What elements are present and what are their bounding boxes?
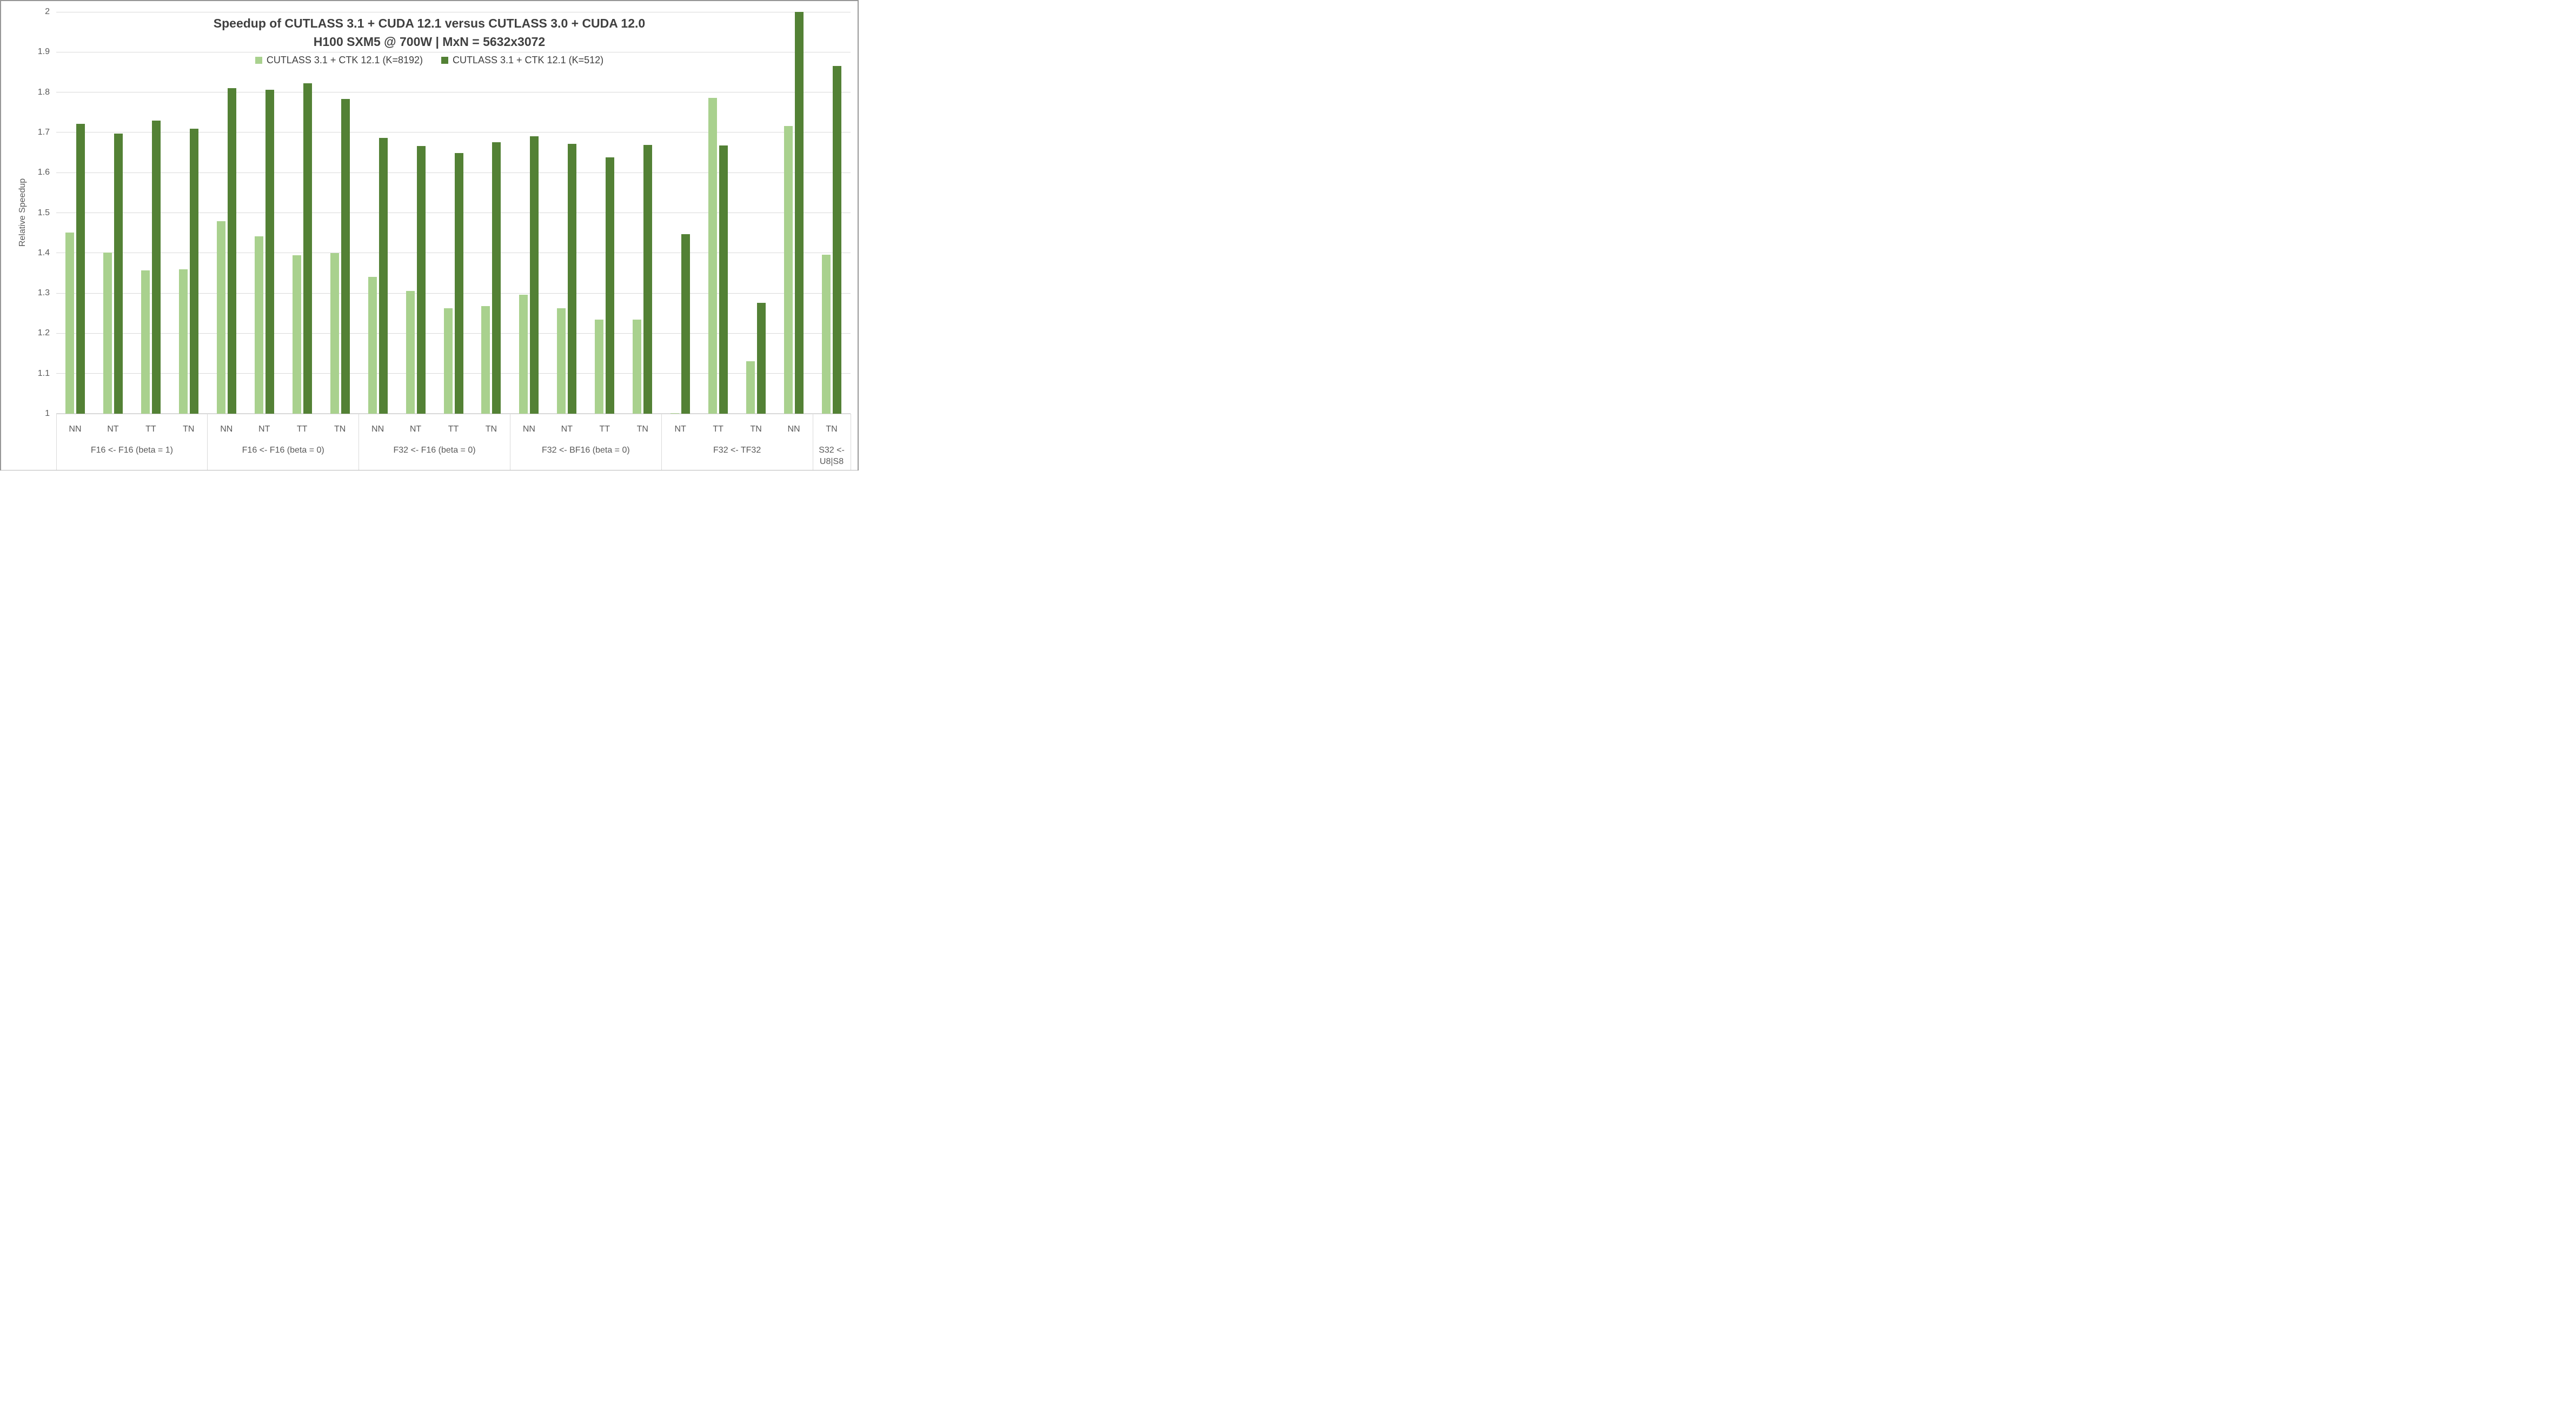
bar-k512 xyxy=(681,234,691,414)
x-tick-label: TT xyxy=(599,425,610,434)
bar-k8192 xyxy=(784,126,793,414)
y-tick-label: 1.8 xyxy=(37,87,50,97)
bar-k8192 xyxy=(254,236,263,414)
bar-k8192 xyxy=(368,277,377,414)
bar-k512 xyxy=(606,157,615,414)
category-separator xyxy=(358,414,360,470)
bar-k8192 xyxy=(595,320,604,414)
y-tick-label: 1.3 xyxy=(37,288,50,298)
chart-title: Speedup of CUTLASS 3.1 + CUDA 12.1 versu… xyxy=(1,14,858,51)
x-tick-label: TT xyxy=(145,425,156,434)
x-axis-line xyxy=(56,413,851,414)
x-tick-label: NT xyxy=(258,425,270,434)
x-tick-label: TN xyxy=(485,425,497,434)
bar-k512 xyxy=(454,153,463,414)
bar-k512 xyxy=(76,124,85,414)
y-tick-label: 1.1 xyxy=(37,368,50,378)
bar-k512 xyxy=(492,142,501,414)
y-tick-label: 1 xyxy=(45,409,50,418)
x-tick-label: TN xyxy=(183,425,195,434)
gridline xyxy=(56,293,851,294)
x-group-label: F32 <- F16 (beta = 0) xyxy=(393,446,476,455)
bar-k512 xyxy=(530,136,539,414)
bar-k8192 xyxy=(141,270,150,414)
bar-k8192 xyxy=(519,295,528,414)
gridline xyxy=(56,333,851,334)
y-tick-label: 1.7 xyxy=(37,127,50,137)
x-group-label: F32 <- TF32 xyxy=(713,446,761,455)
x-tick-label: NT xyxy=(107,425,119,434)
x-tick-label: NN xyxy=(522,425,535,434)
x-group-label: S32 <- U8|S8 xyxy=(819,446,845,466)
bar-k8192 xyxy=(103,253,112,414)
bar-k8192 xyxy=(178,269,188,414)
bar-k512 xyxy=(341,99,350,414)
bar-k8192 xyxy=(292,255,301,414)
bar-k8192 xyxy=(633,320,642,414)
category-separator xyxy=(207,414,208,470)
bar-k8192 xyxy=(670,413,680,414)
bar-k512 xyxy=(189,129,198,414)
bar-k8192 xyxy=(708,98,718,414)
x-tick-label: NT xyxy=(674,425,686,434)
bar-k512 xyxy=(151,121,161,414)
x-tick-label: NN xyxy=(371,425,384,434)
legend-item-k512: CUTLASS 3.1 + CTK 12.1 (K=512) xyxy=(441,55,603,66)
x-tick-label: NN xyxy=(220,425,233,434)
bar-k8192 xyxy=(406,290,415,414)
bar-k8192 xyxy=(746,361,755,414)
x-group-label: F32 <- BF16 (beta = 0) xyxy=(541,446,630,455)
bar-k512 xyxy=(643,144,653,414)
bar-k8192 xyxy=(443,308,453,414)
bar-k8192 xyxy=(216,221,225,414)
x-tick-label: TN xyxy=(826,425,838,434)
x-tick-label: NN xyxy=(69,425,82,434)
bar-k512 xyxy=(795,12,804,414)
bar-k8192 xyxy=(557,308,566,414)
x-tick-label: NT xyxy=(561,425,573,434)
x-group-label: F16 <- F16 (beta = 1) xyxy=(90,446,173,455)
x-tick-label: NN xyxy=(787,425,800,434)
x-tick-label: TN xyxy=(636,425,648,434)
bar-k512 xyxy=(416,146,426,414)
bar-k512 xyxy=(114,134,123,414)
bar-k512 xyxy=(303,83,312,414)
legend: CUTLASS 3.1 + CTK 12.1 (K=8192) CUTLASS 3… xyxy=(1,55,858,66)
y-tick-label: 1.5 xyxy=(37,208,50,217)
bar-k512 xyxy=(265,90,274,414)
y-tick-label: 1.9 xyxy=(37,47,50,57)
x-tick-label: TN xyxy=(750,425,762,434)
bar-k512 xyxy=(757,302,766,414)
legend-label: CUTLASS 3.1 + CTK 12.1 (K=8192) xyxy=(266,55,423,65)
x-tick-label: TT xyxy=(448,425,459,434)
x-tick-label: TT xyxy=(713,425,723,434)
legend-swatch-icon xyxy=(255,57,262,64)
bar-k8192 xyxy=(330,253,339,414)
y-tick-label: 1.2 xyxy=(37,328,50,338)
bar-k8192 xyxy=(65,232,74,414)
x-group-label: F16 <- F16 (beta = 0) xyxy=(242,446,324,455)
legend-label: CUTLASS 3.1 + CTK 12.1 (K=512) xyxy=(453,55,604,65)
category-separator xyxy=(661,414,662,470)
x-tick-label: TT xyxy=(296,425,308,434)
bar-k8192 xyxy=(481,306,490,414)
bar-k512 xyxy=(227,88,236,414)
y-tick-label: 1.6 xyxy=(37,168,50,177)
bar-k512 xyxy=(719,145,728,414)
gridline xyxy=(56,373,851,374)
bar-k512 xyxy=(379,138,388,414)
y-tick-label: 2 xyxy=(45,7,50,16)
x-tick-label: TN xyxy=(334,425,346,434)
x-tick-label: NT xyxy=(409,425,422,434)
bar-k512 xyxy=(833,66,842,414)
chart-title-line1: Speedup of CUTLASS 3.1 + CUDA 12.1 versu… xyxy=(213,16,646,30)
bar-k512 xyxy=(568,143,577,414)
chart-title-line2: H100 SXM5 @ 700W | MxN = 5632x3072 xyxy=(313,35,546,49)
bar-k8192 xyxy=(822,254,831,414)
y-tick-label: 1.4 xyxy=(37,248,50,257)
legend-item-k8192: CUTLASS 3.1 + CTK 12.1 (K=8192) xyxy=(255,55,423,66)
chart: Relative Speedup Speedup of CUTLASS 3.1 … xyxy=(0,0,859,470)
category-separator xyxy=(56,414,57,470)
legend-swatch-icon xyxy=(441,57,448,64)
